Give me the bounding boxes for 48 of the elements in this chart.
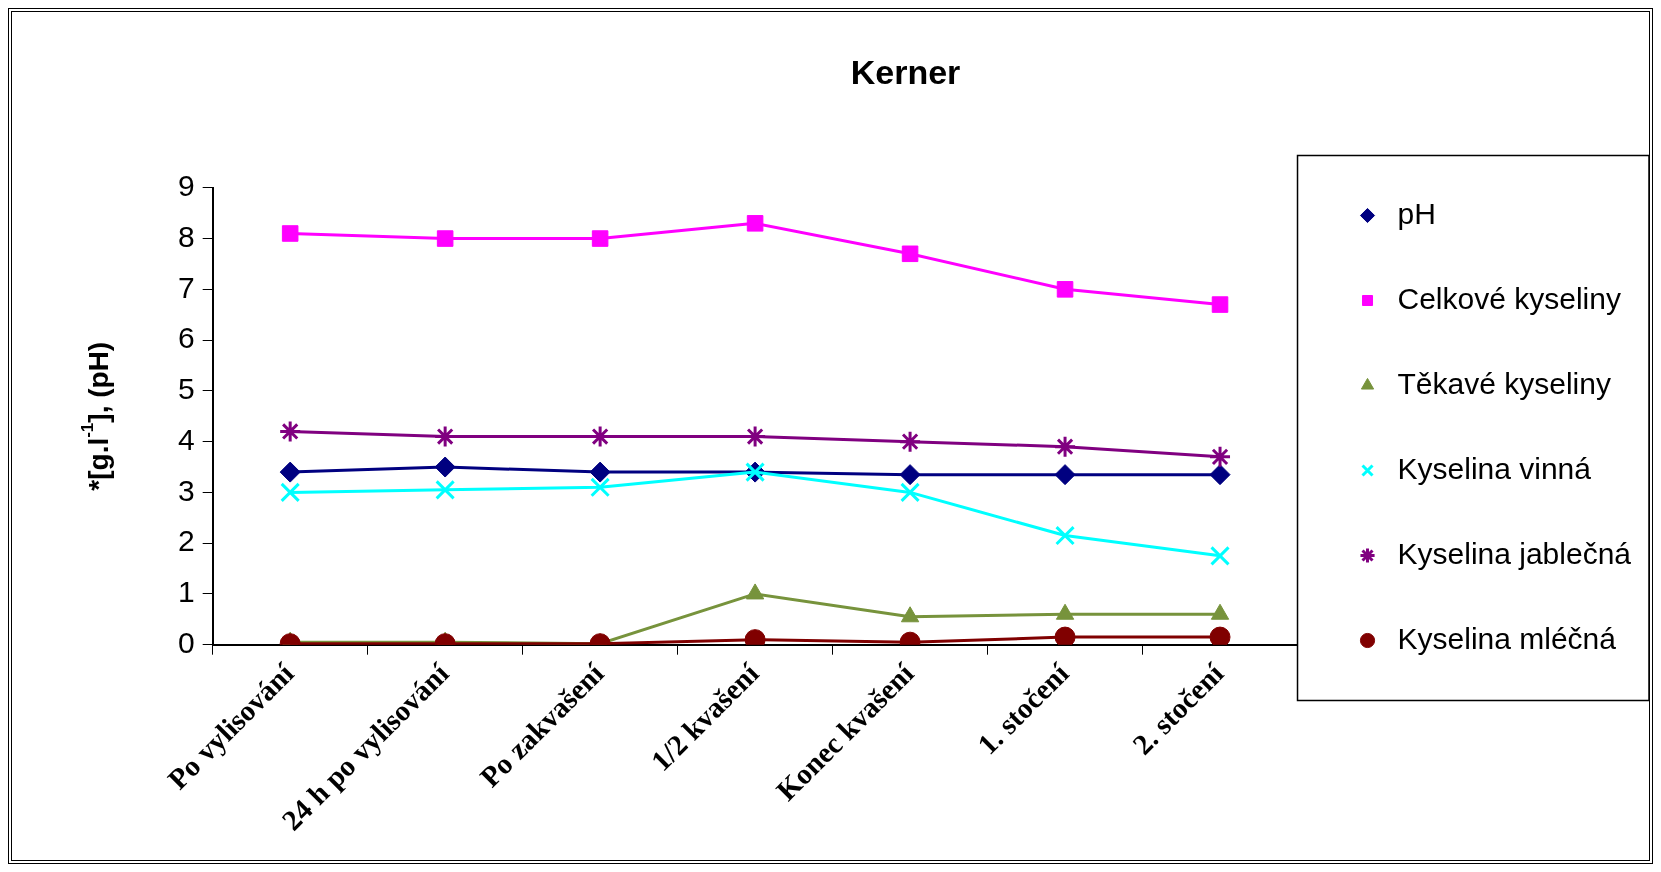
point [436, 230, 454, 247]
point [1056, 281, 1074, 298]
point [590, 477, 611, 498]
legend-label: Celkové kyseliny [1397, 281, 1621, 315]
legend-label: Kyselina mléčná [1397, 621, 1617, 655]
legend-label: Těkavé kyseliny [1397, 366, 1611, 400]
point [1210, 545, 1231, 566]
legend-label: pH [1397, 196, 1436, 230]
point [1053, 435, 1077, 459]
y-axis-title: *[g.l-1], (pH) [78, 341, 114, 491]
y-tick-label: 7 [178, 270, 195, 304]
point [591, 230, 609, 247]
point [589, 461, 611, 483]
point [433, 425, 457, 449]
y-tick-label: 9 [178, 169, 195, 203]
legend-label: Kyselina vinná [1397, 451, 1592, 485]
point [1054, 464, 1076, 486]
point [281, 225, 299, 242]
point [745, 583, 765, 600]
point [279, 461, 301, 483]
point [1055, 603, 1075, 620]
point [1210, 603, 1230, 620]
point [900, 606, 920, 623]
point [1055, 525, 1076, 546]
point [435, 479, 456, 500]
y-tick-label: 3 [178, 473, 195, 507]
point [1211, 296, 1229, 313]
y-tick-label: 1 [178, 575, 195, 609]
point [900, 482, 921, 503]
y-tick-label: 5 [178, 372, 195, 406]
point [1209, 464, 1231, 486]
point [898, 430, 922, 454]
point [901, 245, 919, 263]
y-tick-label: 2 [178, 524, 195, 558]
chart-title: Kerner [850, 52, 961, 91]
y-tick-label: 4 [178, 422, 195, 456]
point [1054, 626, 1076, 645]
point [899, 464, 921, 486]
point [278, 419, 302, 443]
y-tick-label: 0 [178, 625, 195, 659]
point [1209, 626, 1231, 645]
point [434, 456, 456, 478]
legend-label: Kyselina jablečná [1397, 536, 1632, 570]
point [1208, 445, 1232, 469]
y-tick-label: 6 [178, 321, 195, 355]
point [280, 482, 301, 503]
y-tick-label: 8 [178, 219, 195, 253]
point [746, 215, 764, 232]
